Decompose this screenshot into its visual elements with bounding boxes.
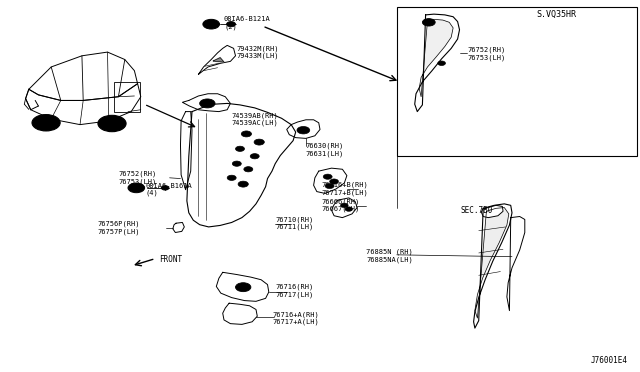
Text: 79432M(RH)
79433M(LH): 79432M(RH) 79433M(LH) bbox=[237, 45, 279, 59]
Circle shape bbox=[98, 115, 126, 132]
Bar bbox=[397, 7, 637, 156]
Circle shape bbox=[254, 139, 264, 145]
Polygon shape bbox=[29, 52, 138, 100]
Circle shape bbox=[161, 186, 169, 190]
Polygon shape bbox=[216, 272, 269, 301]
Text: S.VQ35HR: S.VQ35HR bbox=[536, 10, 576, 19]
Polygon shape bbox=[474, 204, 512, 328]
Circle shape bbox=[236, 283, 251, 292]
Circle shape bbox=[227, 175, 236, 180]
Circle shape bbox=[325, 183, 334, 189]
Circle shape bbox=[340, 203, 348, 208]
Polygon shape bbox=[507, 217, 525, 311]
Circle shape bbox=[244, 167, 253, 172]
Polygon shape bbox=[223, 303, 257, 324]
Text: B: B bbox=[209, 22, 213, 27]
Text: 76752(RH)
76753(LH): 76752(RH) 76753(LH) bbox=[118, 171, 157, 185]
Polygon shape bbox=[314, 168, 347, 193]
Polygon shape bbox=[182, 94, 230, 112]
Text: 08IA6-B121A
(2): 08IA6-B121A (2) bbox=[224, 16, 271, 30]
Polygon shape bbox=[173, 222, 184, 232]
Text: SEC.7B0: SEC.7B0 bbox=[461, 206, 493, 215]
Text: B: B bbox=[134, 185, 138, 190]
Text: 76630(RH)
76631(LH): 76630(RH) 76631(LH) bbox=[306, 143, 344, 157]
Text: 74539AB(RH)
74539AC(LH): 74539AB(RH) 74539AC(LH) bbox=[232, 112, 278, 126]
Text: 76716(RH)
76717(LH): 76716(RH) 76717(LH) bbox=[275, 284, 314, 298]
Text: 76752(RH)
76753(LH): 76752(RH) 76753(LH) bbox=[467, 47, 506, 61]
Polygon shape bbox=[198, 45, 236, 74]
Circle shape bbox=[422, 19, 435, 26]
Circle shape bbox=[297, 126, 310, 134]
Circle shape bbox=[128, 183, 145, 193]
Polygon shape bbox=[287, 120, 320, 138]
Circle shape bbox=[241, 131, 252, 137]
Circle shape bbox=[32, 115, 60, 131]
Bar bbox=[114, 82, 140, 112]
Circle shape bbox=[330, 179, 339, 184]
Text: 76716+A(RH)
76717+A(LH): 76716+A(RH) 76717+A(LH) bbox=[272, 311, 319, 325]
Text: 76756P(RH)
76757P(LH): 76756P(RH) 76757P(LH) bbox=[97, 221, 140, 235]
Circle shape bbox=[203, 19, 220, 29]
Polygon shape bbox=[415, 14, 460, 112]
Circle shape bbox=[227, 22, 236, 27]
Circle shape bbox=[236, 146, 244, 151]
Text: 76885N (RH)
76885NA(LH): 76885N (RH) 76885NA(LH) bbox=[366, 249, 413, 263]
Polygon shape bbox=[180, 112, 192, 190]
Circle shape bbox=[345, 207, 353, 211]
Text: 76710(RH)
76711(LH): 76710(RH) 76711(LH) bbox=[275, 216, 314, 230]
Circle shape bbox=[106, 120, 118, 127]
Circle shape bbox=[250, 154, 259, 159]
Polygon shape bbox=[481, 205, 503, 218]
Polygon shape bbox=[419, 19, 453, 97]
Circle shape bbox=[323, 174, 332, 179]
Polygon shape bbox=[187, 103, 296, 227]
Circle shape bbox=[40, 119, 52, 126]
Polygon shape bbox=[332, 198, 357, 218]
Circle shape bbox=[200, 99, 215, 108]
Text: FRONT: FRONT bbox=[159, 255, 182, 264]
Polygon shape bbox=[26, 84, 141, 125]
Text: 76716+B(RH)
76717+B(LH): 76716+B(RH) 76717+B(LH) bbox=[321, 182, 368, 196]
Polygon shape bbox=[213, 58, 224, 62]
Text: 08IA6-B161A
(4): 08IA6-B161A (4) bbox=[146, 183, 193, 196]
Text: 76666(RH)
76667(LH): 76666(RH) 76667(LH) bbox=[321, 198, 360, 212]
Circle shape bbox=[438, 61, 445, 65]
Polygon shape bbox=[475, 208, 509, 318]
Circle shape bbox=[232, 161, 241, 166]
Text: J76001E4: J76001E4 bbox=[590, 356, 627, 365]
Circle shape bbox=[238, 181, 248, 187]
